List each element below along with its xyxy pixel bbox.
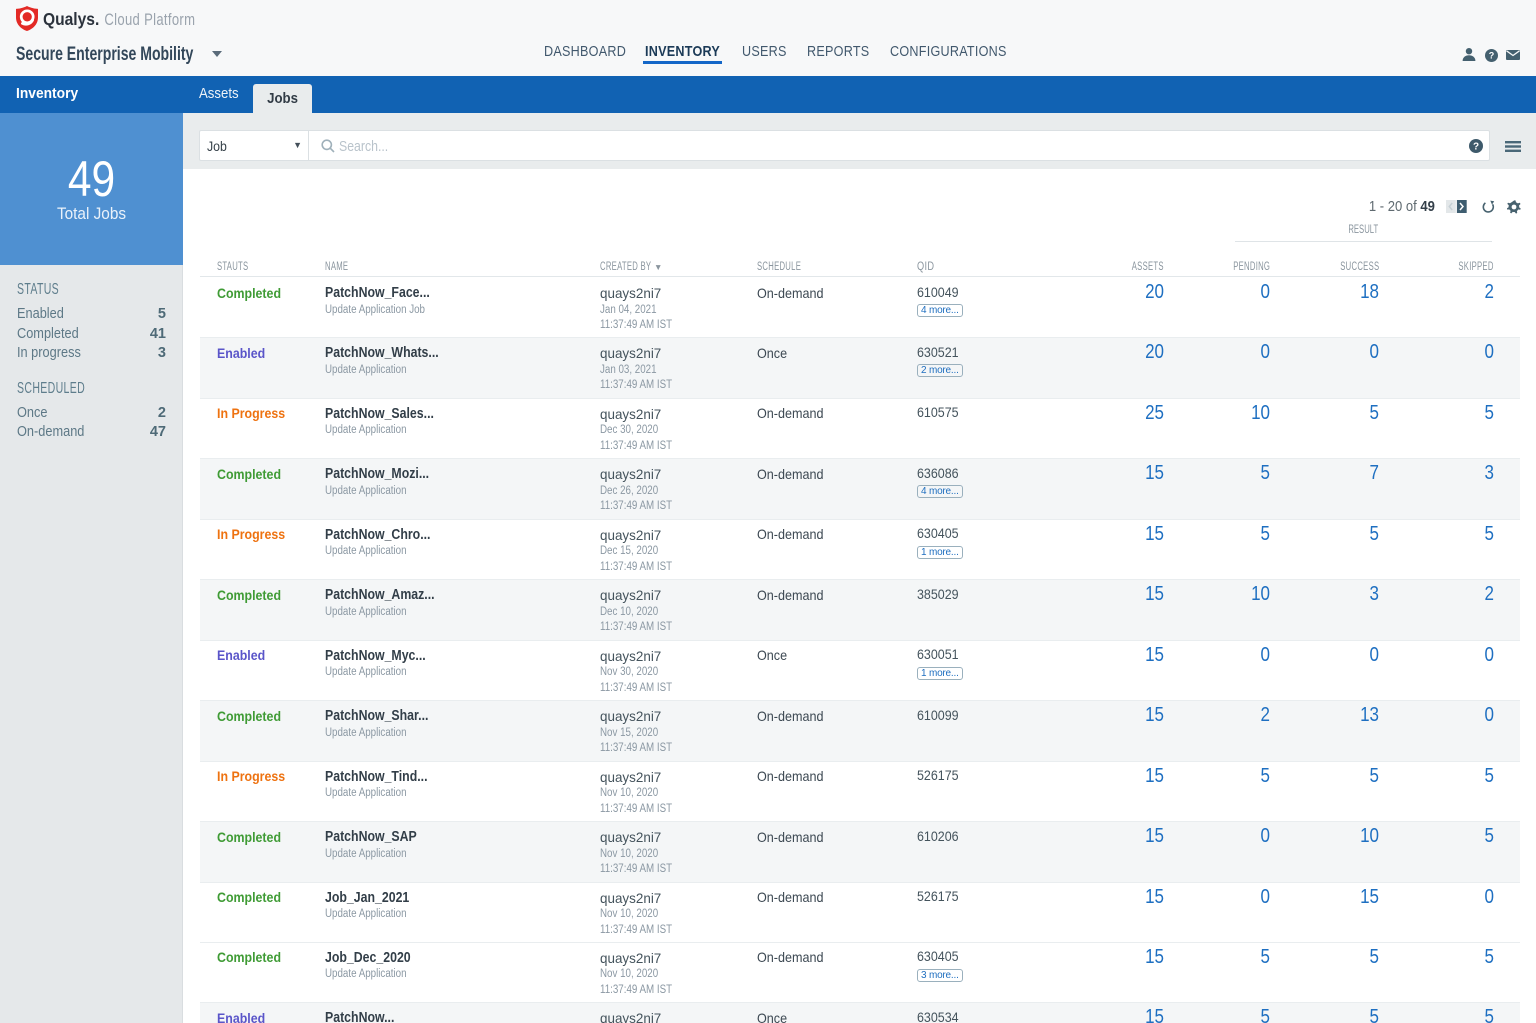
svg-text:?: ? <box>1489 51 1495 61</box>
svg-text:?: ? <box>1473 141 1479 152</box>
